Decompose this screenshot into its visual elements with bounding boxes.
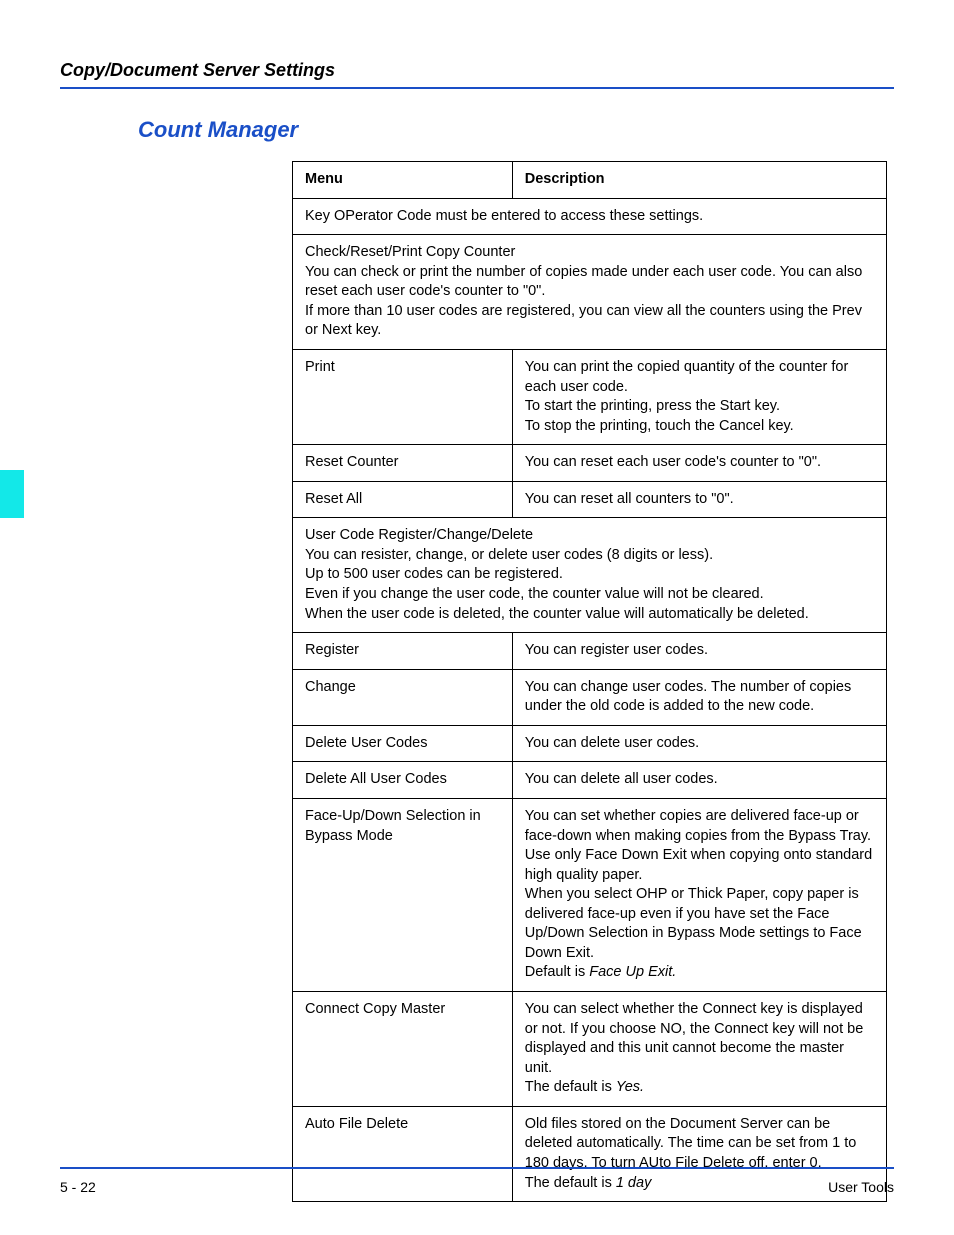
menu-delete-all-user-codes: Delete All User Codes bbox=[293, 762, 513, 799]
section-user-code: User Code Register/Change/Delete You can… bbox=[293, 518, 887, 633]
table-header-row: Menu Description bbox=[293, 162, 887, 199]
footer-page-number: 5 - 22 bbox=[60, 1179, 96, 1195]
desc-connect-main: You can select whether the Connect key i… bbox=[525, 1001, 864, 1095]
table-row: Face-Up/Down Selection in Bypass Mode Yo… bbox=[293, 798, 887, 991]
table-row: Change You can change user codes. The nu… bbox=[293, 669, 887, 725]
table-row: Connect Copy Master You can select wheth… bbox=[293, 992, 887, 1107]
menu-reset-counter: Reset Counter bbox=[293, 445, 513, 482]
table-row: Register You can register user codes. bbox=[293, 633, 887, 670]
desc-reset-all: You can reset all counters to "0". bbox=[512, 481, 886, 518]
desc-delete-all-user-codes: You can delete all user codes. bbox=[512, 762, 886, 799]
table-row: Delete User Codes You can delete user co… bbox=[293, 725, 887, 762]
menu-reset-all: Reset All bbox=[293, 481, 513, 518]
menu-register: Register bbox=[293, 633, 513, 670]
header-rule bbox=[60, 87, 894, 89]
desc-reset-counter: You can reset each user code's counter t… bbox=[512, 445, 886, 482]
menu-print: Print bbox=[293, 349, 513, 444]
desc-connect-default: Yes. bbox=[616, 1079, 644, 1095]
desc-face-up-down-main: You can set whether copies are delivered… bbox=[525, 808, 872, 981]
table-row: User Code Register/Change/Delete You can… bbox=[293, 518, 887, 633]
col-header-menu: Menu bbox=[293, 162, 513, 199]
table-row: Reset All You can reset all counters to … bbox=[293, 481, 887, 518]
desc-print: You can print the copied quantity of the… bbox=[512, 349, 886, 444]
desc-delete-user-codes: You can delete user codes. bbox=[512, 725, 886, 762]
desc-register: You can register user codes. bbox=[512, 633, 886, 670]
col-header-description: Description bbox=[512, 162, 886, 199]
table-row: Reset Counter You can reset each user co… bbox=[293, 445, 887, 482]
page-header: Copy/Document Server Settings bbox=[60, 60, 894, 89]
desc-connect-copy-master: You can select whether the Connect key i… bbox=[512, 992, 886, 1107]
settings-table: Menu Description Key OPerator Code must … bbox=[292, 161, 887, 1202]
page-header-title: Copy/Document Server Settings bbox=[60, 60, 894, 87]
desc-face-up-down: You can set whether copies are delivered… bbox=[512, 798, 886, 991]
desc-change: You can change user codes. The number of… bbox=[512, 669, 886, 725]
table-row: Check/Reset/Print Copy Counter You can c… bbox=[293, 235, 887, 350]
section-title: Count Manager bbox=[138, 117, 894, 143]
menu-connect-copy-master: Connect Copy Master bbox=[293, 992, 513, 1107]
side-tab-marker bbox=[0, 470, 24, 518]
page-footer: 5 - 22 User Tools bbox=[60, 1167, 894, 1195]
table-row: Delete All User Codes You can delete all… bbox=[293, 762, 887, 799]
footer-section: User Tools bbox=[828, 1179, 894, 1195]
menu-face-up-down: Face-Up/Down Selection in Bypass Mode bbox=[293, 798, 513, 991]
menu-delete-user-codes: Delete User Codes bbox=[293, 725, 513, 762]
menu-change: Change bbox=[293, 669, 513, 725]
section-check-reset-print: Check/Reset/Print Copy Counter You can c… bbox=[293, 235, 887, 350]
table-row: Key OPerator Code must be entered to acc… bbox=[293, 198, 887, 235]
desc-face-up-down-default: Face Up Exit. bbox=[589, 964, 676, 980]
note-operator-code: Key OPerator Code must be entered to acc… bbox=[293, 198, 887, 235]
table-row: Print You can print the copied quantity … bbox=[293, 349, 887, 444]
page: Copy/Document Server Settings Count Mana… bbox=[0, 0, 954, 1235]
